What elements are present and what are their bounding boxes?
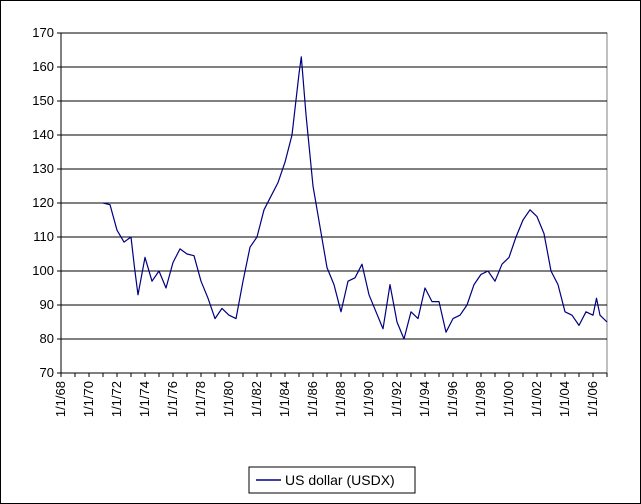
x-tick-label: 1/1/82: [249, 381, 264, 417]
y-tick-label: 130: [32, 161, 54, 176]
y-tick-label: 160: [32, 59, 54, 74]
x-tick-label: 1/1/04: [557, 381, 572, 417]
y-tick-label: 120: [32, 195, 54, 210]
y-tick-label: 90: [40, 297, 54, 312]
x-tick-label: 1/1/84: [277, 381, 292, 417]
y-tick-label: 80: [40, 331, 54, 346]
x-tick-label: 1/1/02: [529, 381, 544, 417]
x-tick-label: 1/1/06: [585, 381, 600, 417]
legend-label: US dollar (USDX): [285, 472, 395, 488]
x-tick-label: 1/1/76: [165, 381, 180, 417]
x-tick-label: 1/1/72: [109, 381, 124, 417]
y-tick-label: 170: [32, 25, 54, 40]
y-tick-label: 110: [33, 229, 54, 244]
x-tick-label: 1/1/74: [137, 381, 152, 417]
y-tick-label: 100: [32, 263, 54, 278]
y-tick-label: 140: [32, 127, 54, 142]
x-tick-label: 1/1/70: [81, 381, 96, 417]
x-tick-label: 1/1/94: [417, 381, 432, 417]
x-tick-label: 1/1/96: [445, 381, 460, 417]
series-line-0: [102, 56, 608, 340]
y-tick-label: 150: [32, 93, 54, 108]
x-tick-label: 1/1/86: [305, 381, 320, 417]
y-tick-label: 70: [40, 365, 54, 380]
x-tick-label: 1/1/78: [193, 381, 208, 417]
x-tick-label: 1/1/88: [333, 381, 348, 417]
x-tick-label: 1/1/00: [501, 381, 516, 417]
x-tick-label: 1/1/68: [53, 381, 68, 417]
x-tick-label: 1/1/80: [221, 381, 236, 417]
x-tick-label: 1/1/92: [389, 381, 404, 417]
x-tick-label: 1/1/98: [473, 381, 488, 417]
x-tick-label: 1/1/90: [361, 381, 376, 417]
